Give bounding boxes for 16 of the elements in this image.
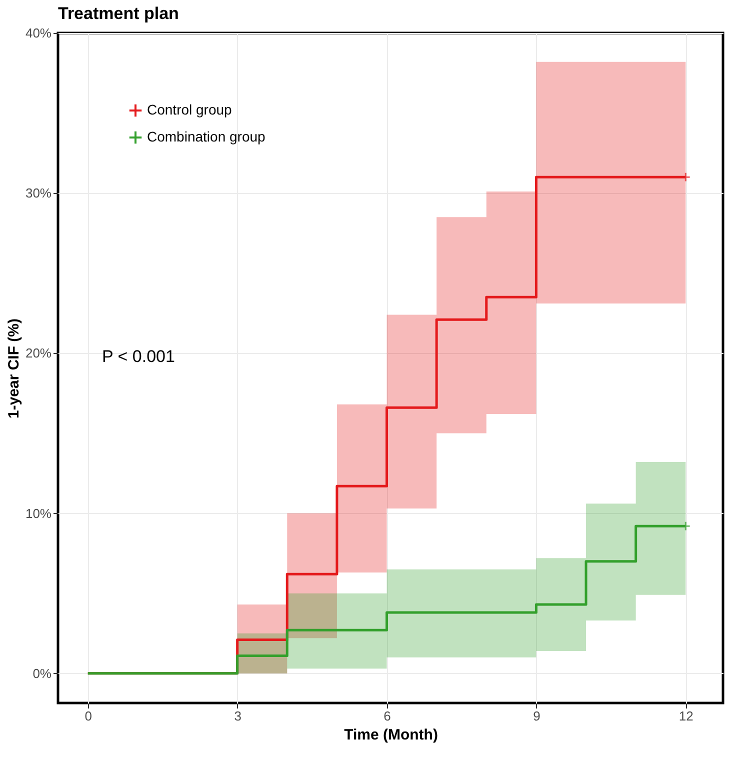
legend-label: Control group — [147, 102, 232, 118]
y-tick-label: 10% — [25, 506, 52, 521]
y-tick-label: 30% — [25, 186, 52, 201]
x-tick-label: 12 — [678, 708, 694, 724]
y-axis-title: 1-year CIF (%) — [5, 318, 22, 419]
legend-label: Combination group — [147, 128, 266, 144]
annotation: P < 0.001 — [102, 347, 175, 366]
x-axis-title: Time (Month) — [344, 726, 438, 744]
x-tick-label: 6 — [384, 708, 391, 724]
y-tick-label: 0% — [32, 666, 52, 681]
chart-title: Treatment plan — [58, 4, 179, 23]
x-tick-label: 9 — [533, 708, 540, 724]
x-tick-label: 3 — [234, 708, 242, 724]
y-tick-label: 20% — [25, 346, 52, 361]
x-tick-label: 0 — [84, 708, 92, 724]
y-tick-label: 40% — [25, 26, 52, 40]
